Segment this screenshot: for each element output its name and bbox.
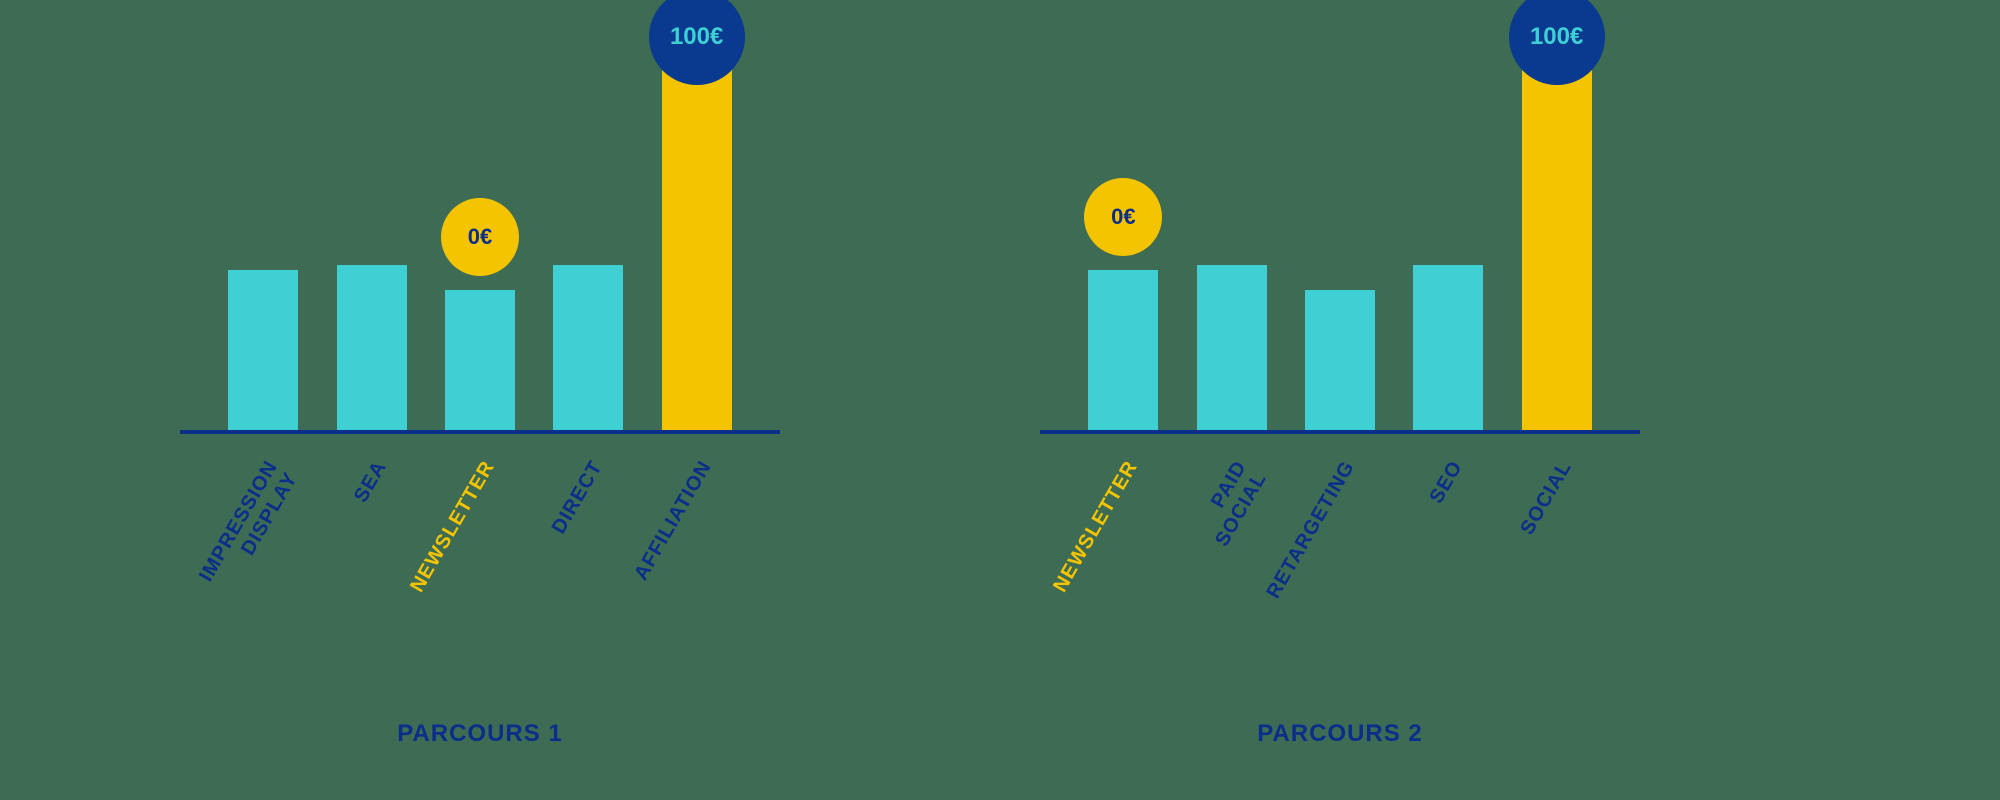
bar [337, 265, 407, 430]
bar-slot: 100€ [662, 30, 732, 430]
bar-slot [228, 30, 298, 430]
bar-label-text: SOCIAL [1516, 457, 1577, 539]
bar-label-text: NEWSLETTER [1049, 457, 1143, 596]
bar-slot: 100€ [1522, 30, 1592, 430]
chart-title: PARCOURS 1 [180, 720, 780, 748]
bar-label-text: RETARGETING [1262, 457, 1359, 603]
x-axis [1040, 430, 1640, 434]
bar [662, 45, 732, 430]
bar-label-text: IMPRESSION DISPLAY [196, 457, 304, 597]
bar-slot [1197, 30, 1267, 430]
bar-slot [1305, 30, 1375, 430]
bar [1088, 270, 1158, 430]
plot-area: 0€ 100€ [1040, 30, 1640, 430]
bar-label-text: SEO [1426, 457, 1469, 508]
chart-parcours2: 0€100€NEWSLETTERPAID SOCIALRETARGETINGSE… [1040, 0, 1640, 430]
bar-label-text: PAID SOCIAL [1191, 457, 1272, 551]
bar-label-text: SEA [350, 457, 392, 507]
stage: 0€ 100€ IMPRESSION DISPLAY SEA NEWSLETTER DIR… [0, 0, 2000, 800]
bar [1522, 45, 1592, 430]
bar-label-text: NEWSLETTER [406, 457, 500, 596]
bar [445, 290, 515, 430]
bar-slot: 0€ [445, 30, 515, 430]
bars: 0€ 100€ [1040, 30, 1640, 430]
value-badge: 0€ [441, 198, 519, 276]
bars: 0€ 100€ [180, 30, 780, 430]
chart-parcours1: 0€100€IMPRESSION DISPLAYSEANEWSLETTERDIR… [180, 0, 780, 430]
value-badge: 0€ [1084, 178, 1162, 256]
x-axis [180, 430, 780, 434]
bar-label-text: DIRECT [548, 457, 608, 538]
bar [1305, 290, 1375, 430]
bar-label-text: AFFILIATION [630, 457, 717, 585]
bar [228, 270, 298, 430]
bar-slot: 0€ [1088, 30, 1158, 430]
plot-area: 0€ 100€ [180, 30, 780, 430]
bar-slot [553, 30, 623, 430]
chart-title: PARCOURS 2 [1040, 720, 1640, 748]
bar-slot [1413, 30, 1483, 430]
